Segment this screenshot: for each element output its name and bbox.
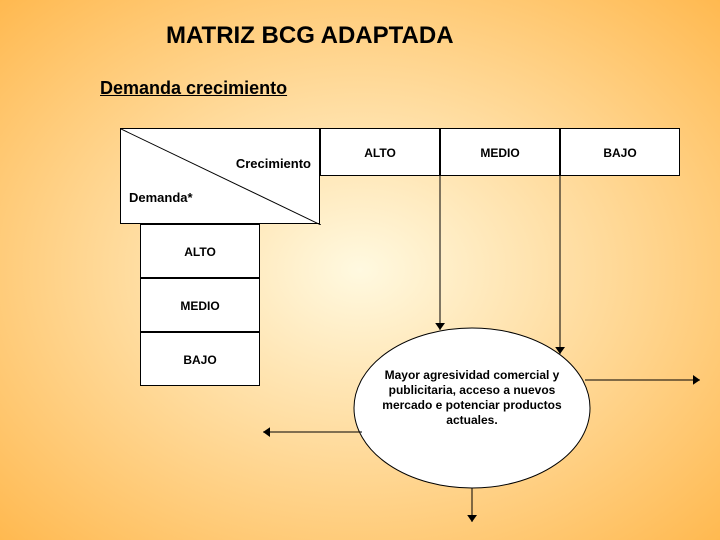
connector-arrows-icon: [0, 0, 720, 540]
slide-root: MATRIZ BCG ADAPTADA Demanda crecimiento …: [0, 0, 720, 540]
